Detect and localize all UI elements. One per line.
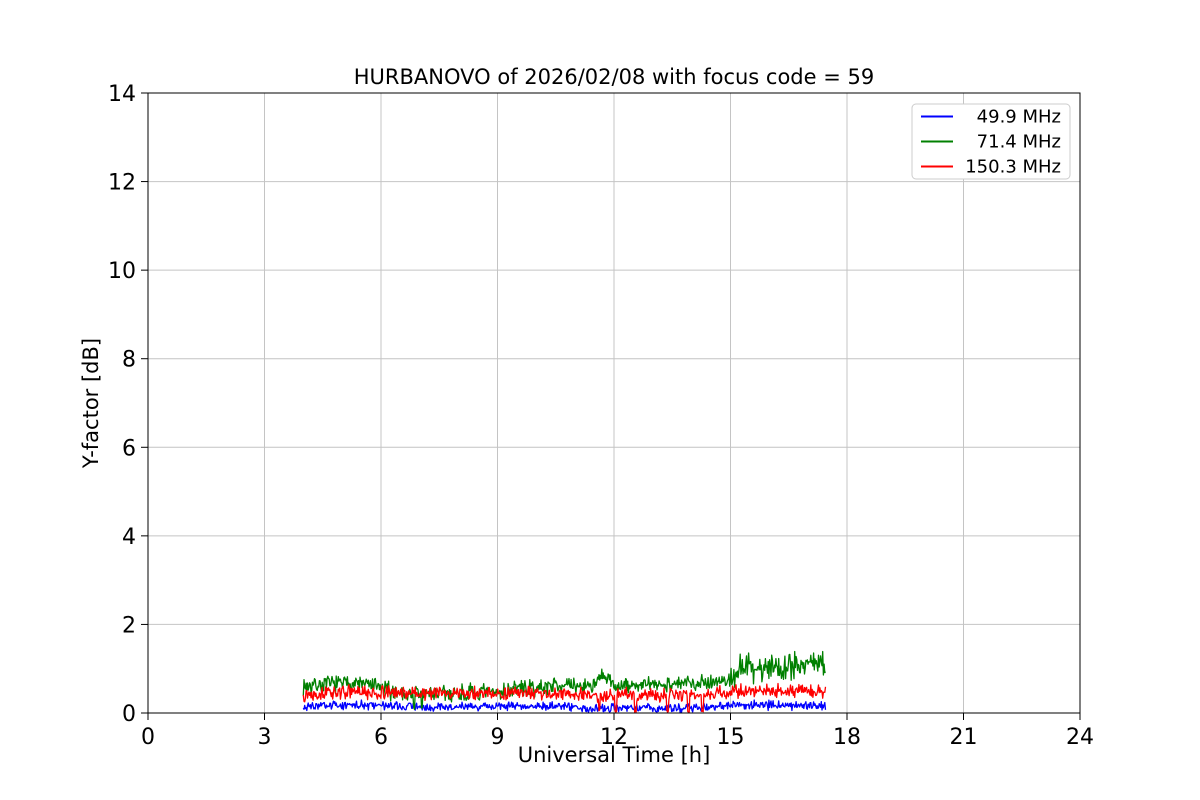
grid-layer [147, 92, 1081, 714]
series-layer [302, 650, 827, 713]
legend: 49.9 MHz 71.4 MHz 150.3 MHz [911, 103, 1071, 180]
y-axis-label: Y-factor [dB] [79, 338, 103, 469]
legend-label: 150.3 MHz [965, 157, 1061, 178]
y-tick-label: 14 [108, 82, 136, 107]
y-tick-label: 8 [122, 348, 136, 373]
x-tick-label: 0 [141, 725, 155, 750]
legend-label: 49.9 MHz [977, 107, 1061, 128]
y-tick-label: 12 [108, 171, 136, 196]
legend-item: 71.4 MHz [921, 132, 1061, 153]
x-tick-label: 24 [1066, 725, 1094, 750]
x-tick-label: 21 [950, 725, 978, 750]
x-tick-label: 3 [258, 725, 272, 750]
series-line [302, 699, 827, 713]
legend-label: 71.4 MHz [977, 132, 1061, 153]
series-line [302, 650, 827, 710]
legend-item: 150.3 MHz [921, 157, 1061, 178]
y-tick-label: 10 [108, 259, 136, 284]
x-tick-label: 18 [833, 725, 861, 750]
x-axis-label: Universal Time [h] [518, 743, 711, 767]
x-tick-label: 15 [717, 725, 745, 750]
y-tick-label: 2 [122, 613, 136, 638]
legend-box [911, 103, 1071, 180]
x-tick-label: 6 [374, 725, 388, 750]
chart-title: HURBANOVO of 2026/02/08 with focus code … [354, 65, 874, 89]
y-tick-label: 6 [122, 436, 136, 461]
legend-item: 49.9 MHz [921, 107, 1061, 128]
x-tick-label: 12 [600, 725, 628, 750]
series-line [302, 682, 827, 713]
x-tick-label: 9 [491, 725, 505, 750]
y-tick-label: 0 [122, 702, 136, 727]
y-tick-label: 4 [122, 525, 136, 550]
